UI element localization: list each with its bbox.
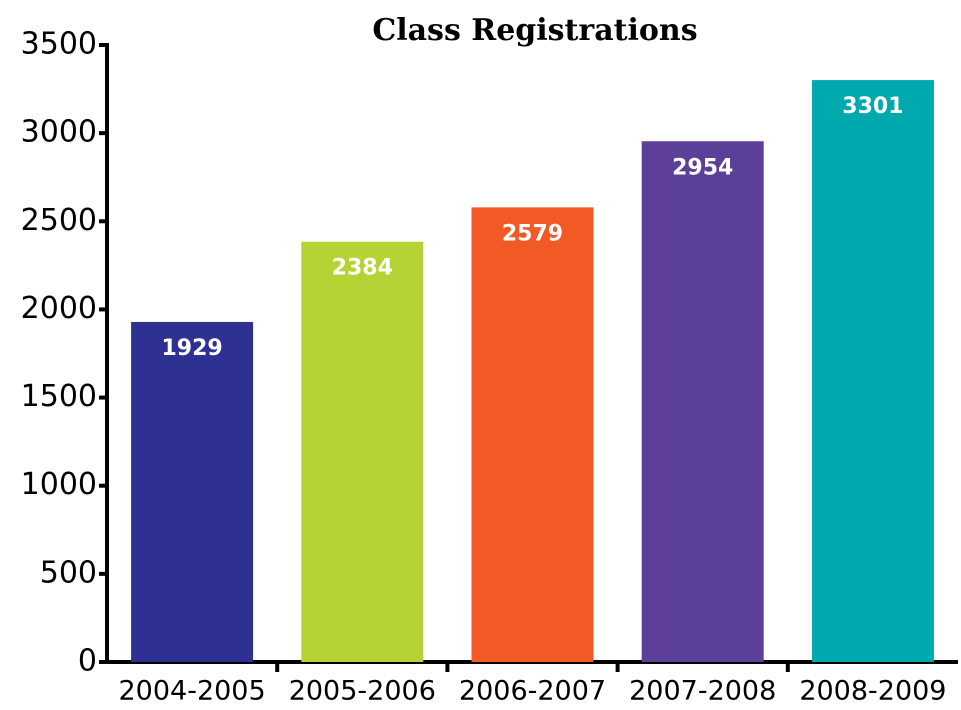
data-label: 1929 [161, 336, 222, 361]
y-tick-label: 0 [78, 644, 97, 679]
bar [471, 207, 594, 663]
data-label: 3301 [842, 94, 903, 119]
data-label: 2384 [332, 256, 393, 281]
y-tick-label: 1000 [21, 467, 97, 502]
chart-title: Class Registrations [372, 13, 697, 48]
data-label: 2954 [672, 155, 733, 180]
x-tick-label: 2006-2007 [459, 676, 606, 707]
y-tick-label: 3500 [21, 27, 97, 62]
data-label: 2579 [502, 221, 563, 246]
x-tick-label: 2007-2008 [629, 676, 776, 707]
x-tick-label: 2005-2006 [289, 676, 436, 707]
x-tick-label: 2004-2005 [119, 676, 266, 707]
bar [811, 80, 934, 662]
bar [641, 141, 764, 662]
bar [131, 321, 254, 662]
bar [301, 241, 424, 662]
y-tick-label: 3000 [21, 115, 97, 150]
x-tick-label: 2008-2009 [799, 676, 946, 707]
y-tick-label: 2500 [21, 203, 97, 238]
y-tick-label: 500 [40, 555, 97, 590]
y-tick-label: 2000 [21, 291, 97, 326]
y-tick-label: 1500 [21, 379, 97, 414]
